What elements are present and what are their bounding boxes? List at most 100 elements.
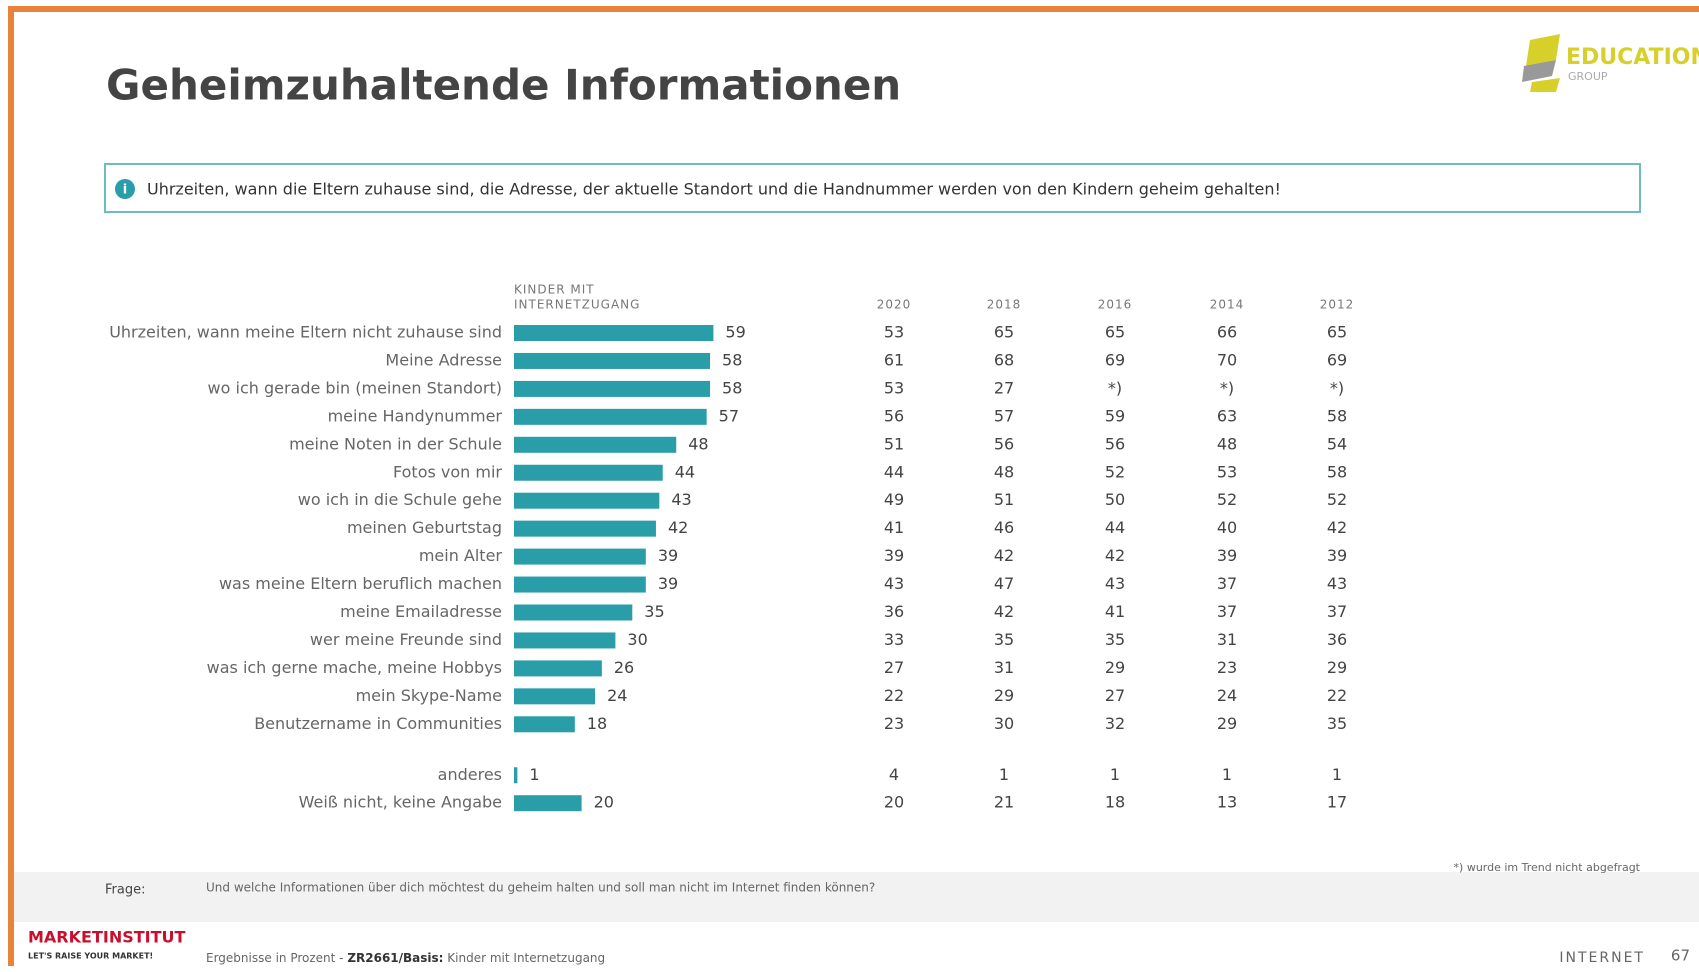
value-label: 30 (627, 630, 647, 649)
logo-shape (1526, 34, 1560, 66)
basis-part: Kinder mit Internetzugang (443, 951, 605, 965)
value-label: 39 (658, 574, 678, 593)
bar (514, 436, 677, 453)
value-label: 39 (658, 546, 678, 565)
trend-value: 63 (1217, 406, 1237, 425)
trend-value: 24 (1217, 686, 1237, 705)
trend-value: 37 (1217, 574, 1237, 593)
category-label: meine Noten in der Schule (289, 434, 502, 453)
trend-value: 22 (1327, 686, 1347, 705)
category-label: Benutzername in Communities (254, 714, 502, 733)
category-label: Weiß nicht, keine Angabe (299, 793, 502, 812)
category-label: Meine Adresse (385, 350, 502, 369)
trend-value: 56 (1105, 434, 1125, 453)
value-label: 58 (722, 378, 742, 397)
trend-value: 29 (994, 686, 1014, 705)
bar (514, 464, 663, 481)
value-label: 48 (688, 434, 708, 453)
trend-value: *) (1108, 378, 1122, 397)
page-number: 67 (1671, 947, 1690, 965)
trend-value: 30 (994, 714, 1014, 733)
trend-value: 27 (1105, 686, 1125, 705)
basis-part: ZR2661/Basis: (347, 951, 443, 965)
trend-value: 23 (884, 714, 904, 733)
question: Und welche Informationen über dich möcht… (206, 881, 875, 895)
trend-value: 56 (884, 406, 904, 425)
bar (514, 380, 711, 397)
trend-value: 61 (884, 350, 904, 369)
footnote: *) wurde im Trend nicht abgefragt (1454, 861, 1641, 874)
trend-value: 29 (1105, 658, 1125, 677)
left-border (8, 6, 14, 966)
logo: EDUCATION GROUP (1522, 34, 1699, 92)
trend-value: 32 (1105, 714, 1125, 733)
trend-value: 68 (994, 350, 1014, 369)
bar (514, 520, 656, 537)
value-label: 1 (529, 765, 539, 784)
category-label: meine Handynummer (328, 406, 503, 425)
bar (514, 688, 596, 705)
info-text: Uhrzeiten, wann die Eltern zuhause sind,… (147, 180, 1281, 199)
info-box (104, 163, 1641, 213)
value-label: 43 (671, 490, 691, 509)
trend-value: 1 (1332, 765, 1342, 784)
trend-value: 21 (994, 793, 1014, 812)
trend-value: 59 (1105, 406, 1125, 425)
bar (514, 352, 711, 369)
trend-value: 37 (1217, 602, 1237, 621)
trend-value: 65 (1327, 323, 1347, 342)
trend-value: 31 (994, 658, 1014, 677)
slogan: LET'S RAISE YOUR MARKET! (28, 952, 153, 961)
bar (514, 716, 575, 733)
trend-value: 65 (994, 323, 1014, 342)
trend-value: 39 (1327, 546, 1347, 565)
trend-value: 51 (884, 434, 904, 453)
value-label: 44 (675, 462, 695, 481)
trend-value: 4 (889, 765, 899, 784)
info-icon-glyph: i (123, 183, 127, 198)
category-label: Fotos von mir (393, 462, 502, 481)
year-header: 2016 (1098, 298, 1133, 312)
bar (514, 632, 616, 649)
bar (514, 767, 518, 784)
trend-value: 43 (1105, 574, 1125, 593)
category-label: meine Emailadresse (340, 602, 502, 621)
trend-value: 49 (884, 490, 904, 509)
trend-value: 53 (1217, 462, 1237, 481)
trend-value: 42 (1327, 518, 1347, 537)
category-label: wer meine Freunde sind (310, 630, 502, 649)
trend-value: 39 (1217, 546, 1237, 565)
trend-value: 17 (1327, 793, 1347, 812)
trend-value: 36 (1327, 630, 1347, 649)
bar (514, 408, 707, 425)
trend-value: 22 (884, 686, 904, 705)
value-label: 59 (725, 323, 745, 342)
trend-value: 35 (994, 630, 1014, 649)
trend-value: 50 (1105, 490, 1125, 509)
trend-value: 37 (1327, 602, 1347, 621)
trend-value: 29 (1217, 714, 1237, 733)
value-label: 35 (644, 602, 664, 621)
category-label: anderes (438, 765, 502, 784)
logo-text: EDUCATION (1566, 45, 1699, 70)
trend-value: 13 (1217, 793, 1237, 812)
question-band (14, 872, 1699, 922)
trend-value: 46 (994, 518, 1014, 537)
trend-value: 31 (1217, 630, 1237, 649)
trend-value: 58 (1327, 406, 1347, 425)
trend-value: 53 (884, 378, 904, 397)
trend-value: 35 (1327, 714, 1347, 733)
category-label: Uhrzeiten, wann meine Eltern nicht zuhau… (109, 323, 502, 342)
logo-shape (1522, 60, 1556, 82)
category-label: wo ich gerade bin (meinen Standort) (208, 378, 502, 397)
value-label: 58 (722, 350, 742, 369)
category-label: was meine Eltern beruflich machen (219, 574, 502, 593)
trend-value: 42 (994, 546, 1014, 565)
trend-value: 66 (1217, 323, 1237, 342)
trend-value: *) (1220, 378, 1234, 397)
trend-value: 54 (1327, 434, 1347, 453)
year-header: 2014 (1210, 298, 1245, 312)
value-label: 20 (594, 793, 614, 812)
trend-value: 35 (1105, 630, 1125, 649)
category-label: mein Alter (419, 546, 503, 565)
